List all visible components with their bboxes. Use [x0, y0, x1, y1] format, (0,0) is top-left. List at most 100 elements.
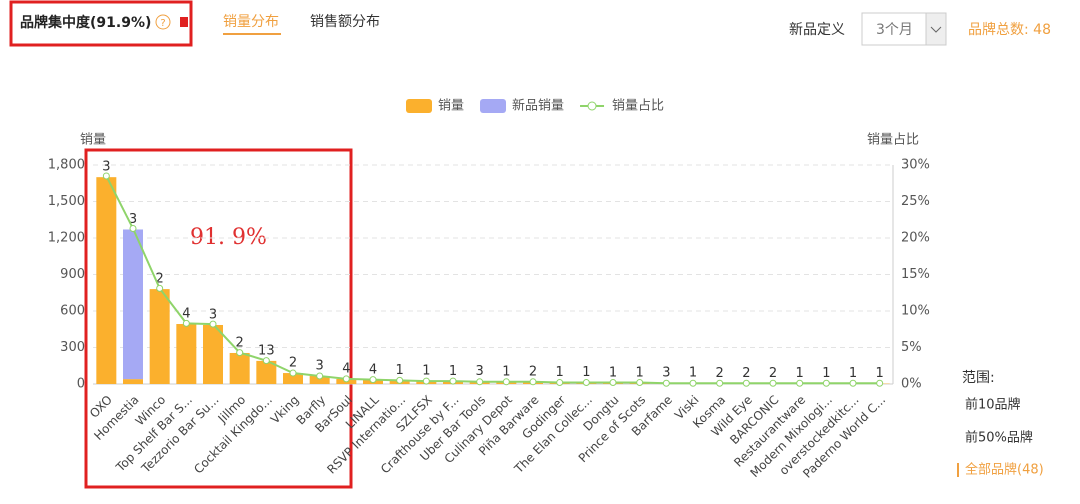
share-point [450, 378, 456, 384]
share-point [717, 380, 723, 386]
bar-label: 3 [102, 160, 110, 175]
y-tick-label: 1,800 [48, 158, 85, 173]
share-point [877, 380, 883, 386]
concentration-title: 品牌集中度(91.9%) [20, 14, 151, 31]
new-definition-label: 新品定义 [789, 22, 845, 38]
share-point [317, 373, 323, 379]
range-title: 范围: [962, 369, 995, 386]
bar-label: 2 [156, 272, 164, 287]
brand-total: 品牌总数: 48 [968, 21, 1051, 38]
share-point [370, 377, 376, 383]
share-point [263, 358, 269, 364]
legend-dot [588, 102, 596, 110]
bar [96, 177, 116, 384]
bar-label: 2 [716, 366, 724, 381]
bar-label: 1 [849, 366, 857, 381]
bar [230, 353, 250, 384]
share-point [610, 380, 616, 386]
share-point [237, 350, 243, 356]
bar-label: 1 [689, 366, 697, 381]
bar-label: 2 [742, 366, 750, 381]
legend-label: 新品销量 [512, 98, 564, 114]
share-point [530, 379, 536, 385]
bar-label: 1 [796, 366, 804, 381]
bar-label: 4 [342, 362, 350, 377]
share-point [477, 379, 483, 385]
range-active-bar [957, 463, 959, 477]
bar-label: 3 [209, 307, 217, 322]
share-point [557, 380, 563, 386]
bar-label: 2 [289, 356, 297, 371]
bar-label: 2 [529, 365, 537, 380]
share-point [850, 380, 856, 386]
bar-label: 1 [822, 366, 830, 381]
y-tick-label: 900 [60, 267, 85, 282]
bar [123, 379, 143, 384]
share-point [290, 370, 296, 376]
bar-label: 3 [662, 366, 670, 381]
bar-label: 1 [582, 365, 590, 380]
legend-swatch [406, 99, 432, 113]
share-point [103, 173, 109, 179]
share-point [743, 380, 749, 386]
select-arrow-box[interactable] [926, 13, 946, 45]
y2-tick-label: 5% [901, 340, 922, 355]
bar [176, 324, 196, 384]
y-tick-label: 1,200 [48, 231, 85, 246]
share-point [130, 226, 136, 232]
share-point [770, 380, 776, 386]
y-tick-label: 1,500 [48, 194, 85, 209]
range-option-active[interactable]: 全部品牌(48) [965, 462, 1044, 478]
share-point [157, 285, 163, 291]
share-point [183, 320, 189, 326]
share-point [823, 380, 829, 386]
share-point [637, 380, 643, 386]
share-point [690, 380, 696, 386]
tab-active[interactable]: 销量分布 [223, 14, 279, 30]
period-value: 3个月 [876, 22, 913, 38]
bar-label: 1 [609, 365, 617, 380]
legend-label: 销量 [438, 99, 464, 114]
bar-label: 1 [876, 366, 884, 381]
legend-label: 销量占比 [612, 99, 664, 114]
share-point [583, 380, 589, 386]
y-tick-label: 0 [77, 377, 85, 392]
tab[interactable]: 销售额分布 [310, 14, 380, 30]
share-point [663, 380, 669, 386]
bar [203, 325, 223, 384]
y2-tick-label: 20% [901, 231, 930, 246]
bar-label: 1 [502, 364, 510, 379]
bar-label: 3 [316, 358, 324, 373]
share-point [423, 378, 429, 384]
share-point [210, 321, 216, 327]
bar [150, 289, 170, 384]
range-option[interactable]: 前50%品牌 [965, 430, 1033, 446]
y-tick-label: 300 [60, 340, 85, 355]
y-tick-label: 600 [60, 304, 85, 319]
indicator [180, 17, 188, 27]
range-option[interactable]: 前10品牌 [965, 397, 1021, 413]
y2-tick-label: 0% [901, 377, 922, 392]
bar-label: 1 [636, 365, 644, 380]
bar-label: 1 [396, 363, 404, 378]
y-axis-title: 销量 [80, 133, 106, 148]
share-point [503, 379, 509, 385]
share-point [343, 376, 349, 382]
bar [123, 229, 143, 379]
bar-label: 13 [258, 343, 275, 358]
bar-label: 2 [769, 366, 777, 381]
y2-tick-label: 15% [901, 267, 930, 282]
bar-label: 1 [422, 363, 430, 378]
bar-label: 1 [449, 364, 457, 379]
y2-tick-label: 30% [901, 158, 930, 173]
share-point [397, 377, 403, 383]
legend-swatch [480, 99, 506, 113]
y2-tick-label: 25% [901, 194, 930, 209]
bar-label: 3 [476, 364, 484, 379]
y2-tick-label: 10% [901, 304, 930, 319]
bar-label: 4 [369, 362, 377, 377]
help-mark: ? [160, 18, 165, 29]
share-point [797, 380, 803, 386]
bar-label: 1 [556, 365, 564, 380]
